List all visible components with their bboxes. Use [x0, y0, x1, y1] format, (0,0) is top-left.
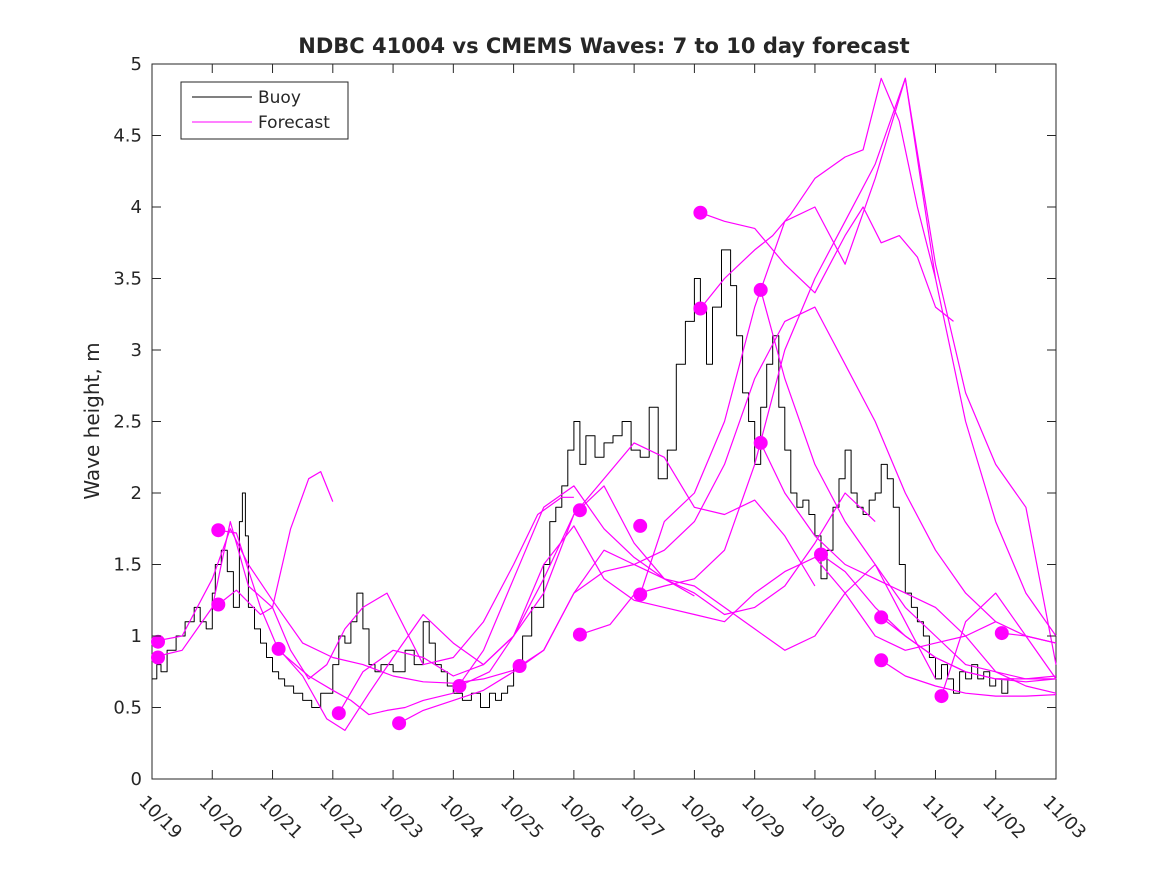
forecast-marker: [151, 634, 165, 649]
forecast-marker: [633, 518, 648, 533]
forecast-series-line-15: [760, 442, 1057, 694]
forecast-marker: [452, 679, 467, 693]
forecast-series-line-20: [1001, 632, 1057, 644]
forecast-marker: [633, 587, 648, 602]
x-tick-label: 10/30: [797, 792, 849, 844]
forecast-marker: [211, 597, 226, 612]
forecast-marker: [572, 503, 587, 518]
plot-area: [151, 63, 1057, 780]
x-tick-label: 10/23: [376, 792, 428, 844]
y-tick-label: 3.5: [113, 269, 142, 290]
forecast-series-line-9: [519, 306, 1057, 667]
forecast-marker: [693, 301, 708, 316]
x-tick-label: 10/31: [858, 792, 910, 844]
forecast-series-line-11: [639, 77, 1057, 637]
forecast-marker: [392, 716, 407, 731]
x-tick-label: 10/28: [677, 792, 729, 844]
forecast-marker: [211, 523, 226, 538]
x-tick-label: 10/29: [737, 792, 789, 844]
y-tick-label: 2: [131, 483, 142, 504]
x-tick-label: 10/22: [315, 792, 367, 844]
forecast-series-line-10: [579, 77, 1057, 665]
series-layer: [151, 77, 1057, 731]
x-tick-label: 10/21: [255, 792, 307, 844]
forecast-series-line-5: [278, 442, 816, 731]
x-tick-label: 10/25: [496, 792, 548, 844]
forecast-series-line-17: [880, 616, 1057, 683]
forecast-marker: [151, 650, 165, 665]
y-tick-label: 3: [131, 340, 142, 361]
y-tick-label: 0.5: [113, 698, 142, 719]
legend-box: [180, 81, 349, 140]
forecast-series-line-18: [880, 659, 1057, 697]
forecast-marker: [874, 610, 889, 625]
y-tick-label: 2.5: [113, 412, 142, 433]
forecast-marker: [512, 659, 527, 673]
y-tick-label: 4.5: [113, 126, 142, 147]
y-tick-label: 5: [131, 54, 142, 75]
forecast-marker: [934, 689, 949, 704]
forecast-marker: [572, 627, 587, 642]
x-tick-label: 10/27: [617, 792, 669, 844]
y-tick-label: 1: [131, 626, 142, 647]
x-tick-label: 11/03: [1038, 792, 1090, 844]
legend-label-forecast: Forecast: [258, 113, 330, 133]
x-tick-label: 10/26: [556, 792, 608, 844]
forecast-marker: [331, 706, 346, 721]
y-tick-label: 4: [131, 197, 142, 218]
forecast-marker: [753, 435, 768, 450]
forecast-series-line-13: [699, 77, 937, 309]
marker-layer: [151, 205, 1009, 731]
x-tick-label: 11/02: [978, 792, 1030, 844]
x-tick-label: 10/24: [436, 792, 488, 844]
legend-label-buoy: Buoy: [258, 88, 301, 108]
forecast-series-line-12: [700, 206, 954, 322]
forecast-series-line-14: [760, 289, 1057, 680]
x-tick-label: 10/19: [134, 792, 186, 844]
y-tick-label: 1.5: [113, 555, 142, 576]
x-tick-label: 10/20: [195, 792, 247, 844]
forecast-marker: [994, 626, 1009, 641]
x-tick-label: 11/01: [918, 792, 970, 844]
forecast-marker: [753, 282, 768, 297]
legend: Buoy Forecast: [180, 81, 349, 140]
forecast-marker: [814, 547, 828, 562]
forecast-series-line-1: [151, 528, 514, 684]
forecast-marker: [693, 205, 708, 220]
forecast-series-line-19: [940, 592, 1057, 697]
buoy-series-line: [152, 249, 1014, 708]
forecast-series-line-8: [459, 525, 996, 687]
forecast-marker: [271, 641, 286, 656]
forecast-series-line-3: [217, 471, 334, 616]
y-tick-label: 0: [131, 769, 142, 790]
forecast-series-line-6: [338, 485, 876, 714]
y-axis-label: Wave height, m: [80, 342, 104, 499]
forecast-marker: [874, 653, 889, 668]
chart-title: NDBC 41004 vs CMEMS Waves: 7 to 10 day f…: [298, 34, 909, 58]
